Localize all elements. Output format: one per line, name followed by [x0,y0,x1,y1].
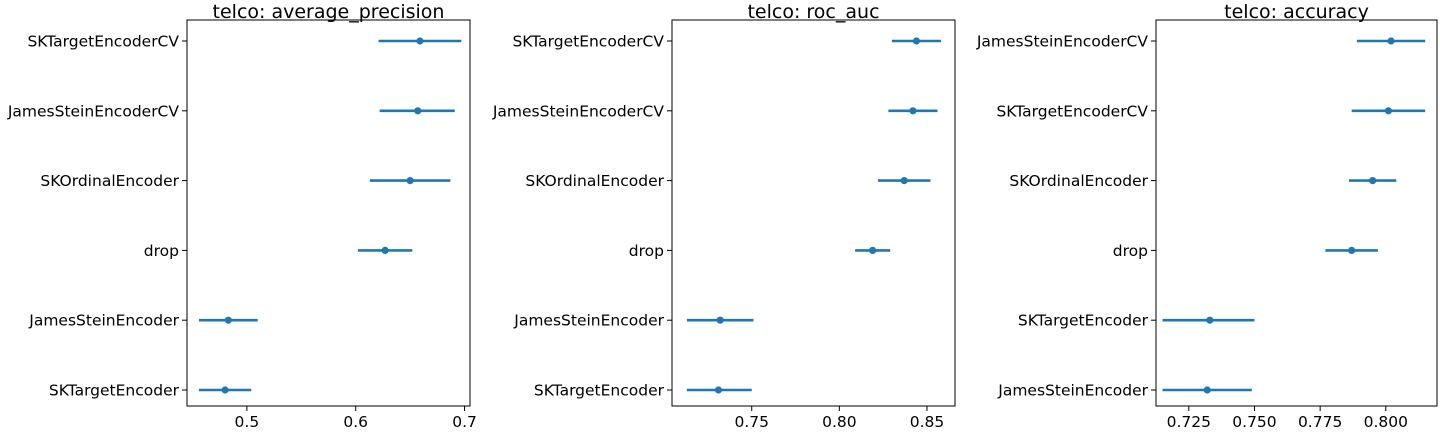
x-tick-label: 0.5 [235,413,260,431]
y-category-label: drop [1113,242,1148,260]
data-point [1206,316,1214,324]
x-tick-label: 0.750 [1232,413,1276,431]
data-point [714,386,723,394]
y-category-label: SKTargetEncoderCV [996,102,1148,120]
x-tick-label: 0.75 [734,413,769,431]
y-category-label: drop [144,242,179,260]
y-category-label: SKTargetEncoder [534,382,665,400]
y-category-label: SKOrdinalEncoder [1009,172,1148,190]
y-category-label: SKTargetEncoderCV [27,33,179,51]
chart-title: telco: average_precision [213,1,445,23]
x-tick-label: 0.6 [343,413,368,431]
x-tick-label: 0.800 [1364,413,1408,431]
x-tick-label: 0.775 [1298,413,1342,431]
y-category-label: SKOrdinalEncoder [525,172,664,190]
chart-title: telco: roc_auc [747,1,879,23]
x-tick-label: 0.725 [1167,413,1211,431]
chart-panel-3: telco: accuracy 0.725 0.750 0.775 0.800 James… [976,1,1438,431]
chart-panel-1: telco: average_precision 0.5 0.6 0.7 SKTarge… [7,1,477,431]
data-point [716,316,724,324]
data-point [1387,37,1395,45]
data-point [221,386,229,394]
data-point [1384,107,1393,115]
x-tick-label: 0.7 [452,413,477,431]
data-point [1369,177,1377,185]
plot-frame [186,19,471,407]
data-point [1203,386,1211,394]
data-point [912,37,921,45]
data-point [900,177,908,185]
y-category-label: drop [629,242,664,260]
y-category-label: SKTargetEncoderCV [512,33,664,51]
x-tick-label: 0.85 [910,413,945,431]
data-point [1348,246,1356,254]
y-category-label: JamesSteinEncoder [513,312,664,330]
data-point [416,37,424,45]
plot-frame [1155,19,1438,407]
y-category-label: JamesSteinEncoder [997,382,1148,400]
y-category-label: JamesSteinEncoderCV [492,102,665,120]
chart-title: telco: accuracy [1224,1,1369,23]
data-point [869,246,877,254]
data-point [909,107,917,115]
data-point [406,177,414,185]
y-category-label: JamesSteinEncoderCV [976,33,1149,51]
data-point [381,246,389,254]
y-category-label: SKOrdinalEncoder [40,172,179,190]
chart-panel-2: telco: roc_auc 0.75 0.80 0.85 SKTargetEncode… [492,1,956,431]
y-category-label: SKTargetEncoder [1018,312,1149,330]
x-tick-label: 0.80 [822,413,857,431]
plot-frame [671,19,956,407]
y-category-label: JamesSteinEncoderCV [7,102,180,120]
y-category-label: JamesSteinEncoder [28,312,179,330]
y-category-label: SKTargetEncoder [49,382,180,400]
data-point [414,107,422,115]
data-point [224,316,232,324]
